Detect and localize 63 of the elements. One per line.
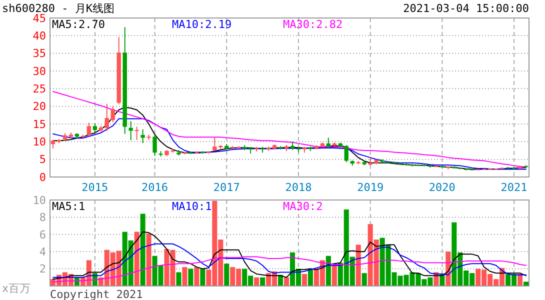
y-tick-label: 0: [39, 170, 46, 184]
bar: [194, 267, 200, 286]
x-tick-label: 2015: [82, 181, 108, 194]
candlestick: [140, 128, 145, 144]
candlestick: [326, 137, 331, 149]
y-tick-label: 4: [39, 245, 46, 258]
x-tick-label: 2018: [285, 181, 312, 194]
bar: [188, 268, 194, 286]
y-tick-label: 30: [32, 64, 46, 78]
candlestick: [86, 122, 92, 137]
bar: [332, 265, 337, 286]
text: MA10:2.19: [172, 18, 232, 31]
line-series: [52, 243, 527, 278]
candlestick: [128, 120, 133, 141]
y-tick-label: 5: [39, 153, 46, 166]
y-tick-label: 15: [32, 118, 46, 131]
text: MA30:2.82: [283, 18, 343, 31]
y-tick-label: 2: [39, 262, 46, 276]
text: 2021-03-04 15:00:00: [403, 2, 529, 15]
bar: [362, 273, 367, 286]
bar: [140, 214, 146, 286]
candlestick: [110, 106, 115, 123]
bar: [146, 234, 152, 286]
bar: [284, 277, 290, 286]
x-tick-label: 2019: [357, 181, 384, 194]
line-series: [52, 231, 527, 280]
x-tick-label: 2021: [500, 181, 528, 194]
line-series: [52, 256, 527, 282]
y-tick-label: 6: [39, 228, 46, 242]
y-tick-label: 35: [32, 47, 46, 60]
bar: [260, 277, 266, 286]
bar: [200, 268, 206, 286]
text: MA30:2: [283, 200, 323, 213]
candlestick: [92, 122, 97, 134]
text: Copyright 2021: [50, 288, 143, 300]
y-tick-label: 40: [32, 30, 46, 43]
y-tick-label: 20: [32, 100, 46, 114]
text: MA5:2.70: [52, 18, 105, 31]
bar: [134, 232, 140, 286]
candlestick: [152, 134, 157, 156]
candlestick: [104, 103, 109, 132]
y-tick-label: 8: [39, 211, 46, 224]
bar: [302, 274, 307, 286]
line-series: [52, 90, 527, 168]
bar: [523, 282, 529, 286]
text: MA10:1: [172, 200, 212, 213]
candlestick: [344, 144, 348, 163]
text: MA5:1: [52, 200, 86, 213]
bar: [224, 264, 230, 286]
bar: [182, 267, 188, 286]
y-tick-label: 10: [32, 194, 46, 207]
x-tick-label: 2020: [428, 181, 456, 194]
candlestick: [134, 126, 139, 140]
line-series: [52, 118, 527, 170]
y-axis-title: x百万: [2, 282, 31, 295]
bar: [356, 244, 361, 286]
x-tick-label: 2016: [142, 181, 168, 194]
bar: [176, 272, 182, 286]
y-tick-label: 10: [32, 136, 46, 149]
x-tick-label: 2017: [213, 181, 240, 194]
bar: [254, 277, 260, 286]
line-series: [52, 106, 527, 170]
y-tick-label: 25: [32, 82, 46, 96]
